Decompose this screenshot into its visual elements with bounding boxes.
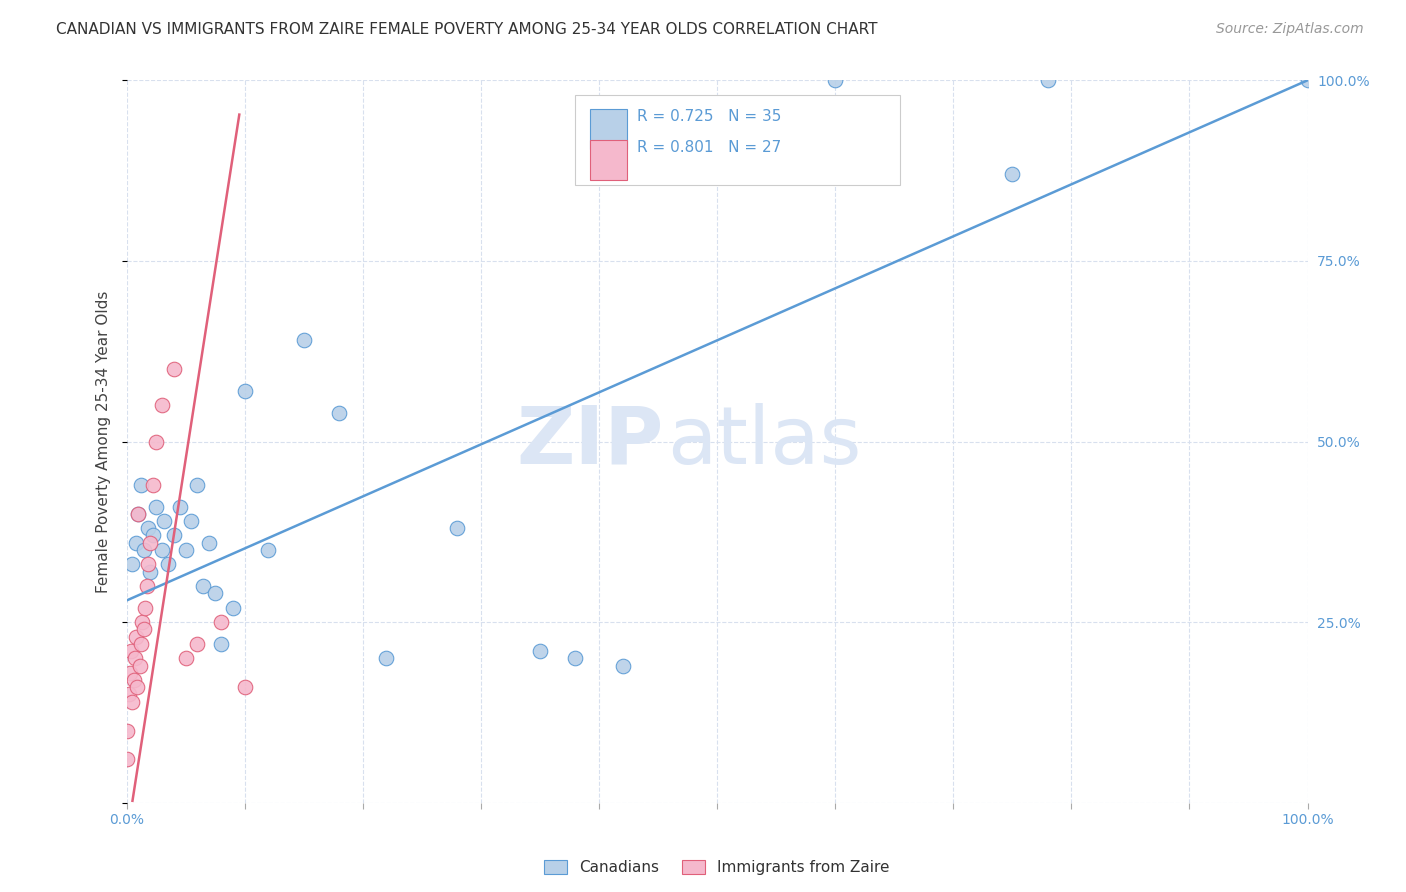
Point [186, 478, 208, 492]
Legend: Canadians, Immigrants from Zaire: Canadians, Immigrants from Zaire [538, 854, 896, 881]
Point [122, 673, 145, 687]
Point [209, 637, 232, 651]
Point [120, 644, 142, 658]
Point [150, 542, 173, 557]
Text: Source: ZipAtlas.com: Source: ZipAtlas.com [1216, 22, 1364, 37]
Point [127, 507, 149, 521]
Point [180, 514, 202, 528]
Point [136, 558, 159, 572]
Point [139, 535, 162, 549]
Point [1001, 167, 1024, 181]
Point [564, 651, 586, 665]
Point [233, 384, 256, 398]
Point [824, 73, 846, 87]
FancyBboxPatch shape [589, 109, 627, 149]
Text: R = 0.725   N = 35: R = 0.725 N = 35 [637, 109, 782, 124]
Point [136, 521, 159, 535]
Point [129, 478, 152, 492]
Point [121, 558, 143, 572]
Text: ZIP: ZIP [516, 402, 664, 481]
Point [124, 651, 146, 665]
Point [125, 535, 148, 549]
Point [131, 615, 153, 630]
Point [233, 680, 256, 694]
Point [292, 334, 315, 348]
Point [118, 687, 141, 701]
Point [134, 542, 156, 557]
Point [169, 500, 191, 514]
Point [174, 542, 197, 557]
Point [375, 651, 398, 665]
Text: CANADIAN VS IMMIGRANTS FROM ZAIRE FEMALE POVERTY AMONG 25-34 YEAR OLDS CORRELATI: CANADIAN VS IMMIGRANTS FROM ZAIRE FEMALE… [56, 22, 877, 37]
Y-axis label: Female Poverty Among 25-34 Year Olds: Female Poverty Among 25-34 Year Olds [96, 291, 111, 592]
Point [128, 658, 150, 673]
Text: atlas: atlas [668, 402, 862, 481]
Point [193, 579, 215, 593]
Point [120, 665, 142, 680]
Point [446, 521, 468, 535]
Point [198, 535, 221, 549]
Point [134, 623, 156, 637]
Point [145, 500, 167, 514]
Point [127, 507, 149, 521]
Point [529, 644, 551, 658]
Point [121, 695, 143, 709]
Point [209, 615, 232, 630]
Point [222, 600, 245, 615]
Point [163, 362, 186, 376]
Point [174, 651, 197, 665]
Point [163, 528, 186, 542]
Point [1036, 73, 1059, 87]
Point [115, 752, 138, 766]
Point [141, 478, 163, 492]
Point [257, 542, 280, 557]
Point [156, 558, 179, 572]
Point [135, 579, 157, 593]
Point [145, 434, 167, 449]
Point [612, 658, 634, 673]
Point [153, 514, 176, 528]
Point [129, 637, 152, 651]
Point [127, 680, 149, 694]
Text: R = 0.801   N = 27: R = 0.801 N = 27 [637, 139, 780, 154]
Point [204, 586, 226, 600]
Point [141, 528, 163, 542]
Point [134, 600, 156, 615]
Point [328, 406, 350, 420]
FancyBboxPatch shape [575, 95, 900, 185]
FancyBboxPatch shape [589, 140, 627, 180]
Point [186, 637, 208, 651]
Point [125, 630, 148, 644]
Point [139, 565, 162, 579]
Point [150, 398, 173, 412]
Point [115, 723, 138, 738]
Point [1296, 73, 1319, 87]
